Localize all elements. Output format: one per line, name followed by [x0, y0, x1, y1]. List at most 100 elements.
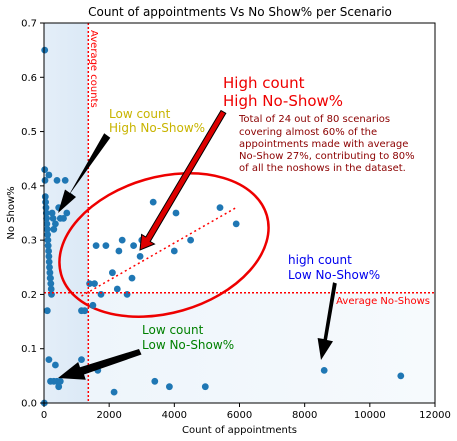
data-point [48, 291, 55, 298]
y-tick-label: 0.0 [21, 399, 37, 410]
y-tick-label: 0.1 [21, 344, 37, 355]
data-point [44, 236, 52, 244]
high-low-line-2: Low No-Show% [288, 268, 380, 282]
data-point [78, 356, 85, 363]
data-point [149, 198, 157, 206]
data-point [53, 177, 61, 184]
data-point [123, 291, 131, 298]
data-point [102, 242, 110, 250]
data-point [136, 253, 144, 260]
data-point [172, 209, 180, 217]
low-low-arrow [58, 349, 142, 380]
high-high-note-line-2: covering almost 60% of the [239, 127, 377, 138]
data-point [43, 215, 50, 222]
data-point [166, 383, 173, 391]
data-point [118, 236, 126, 244]
data-point [47, 274, 54, 282]
highlight-ellipse [58, 172, 270, 318]
x-tick-label: 12000 [419, 410, 451, 421]
x-tick-label: 4000 [162, 410, 187, 421]
data-point [63, 209, 71, 217]
data-point [44, 242, 52, 250]
high-low-annotation: high count Low No-Show% [288, 253, 380, 282]
average-lines [44, 23, 435, 403]
data-point [128, 274, 136, 282]
data-point [50, 225, 58, 233]
data-point [56, 377, 64, 385]
data-point [232, 220, 240, 228]
data-point [187, 236, 195, 244]
x-tick-label: 6000 [227, 410, 252, 421]
data-point [46, 263, 53, 271]
high-high-note-line-1: Total of 24 out of 80 scenarios [238, 114, 390, 125]
data-point [41, 166, 49, 174]
data-point [97, 291, 105, 298]
data-point [42, 209, 50, 217]
data-point [60, 215, 67, 222]
low-low-line-1: Low count [142, 323, 204, 337]
data-point [216, 204, 224, 212]
x-axis-label: Count of appointments [182, 425, 297, 436]
y-tick-label: 0.7 [21, 19, 37, 30]
data-point [61, 177, 69, 184]
high-high-title-line-1: High count [223, 74, 305, 92]
low-high-line-2: High No-Show% [109, 121, 205, 135]
y-tick-label: 0.3 [21, 236, 37, 247]
data-point [91, 280, 98, 287]
data-point [110, 388, 118, 396]
data-point [320, 367, 328, 374]
data-point [52, 220, 59, 228]
high-high-arrow [139, 109, 227, 251]
annotation-arrows [58, 109, 337, 380]
data-point [41, 46, 49, 54]
low-high-line-1: Low count [109, 107, 171, 121]
data-point [397, 372, 405, 380]
data-point [92, 242, 100, 250]
x-tick-label: 2000 [96, 410, 121, 421]
data-point [46, 269, 54, 277]
high-low-arrow [317, 282, 337, 360]
high-count-high-noshow-ellipse [58, 172, 270, 318]
y-tick-label: 0.5 [21, 127, 37, 138]
axis-ticks: 0 2000 4000 6000 8000 10000 12000 0.0 0.1 0.2 0.3 0… [21, 19, 451, 422]
y-tick-label: 0.6 [21, 73, 37, 84]
data-point [48, 209, 56, 217]
data-point [86, 280, 93, 287]
data-point [115, 247, 123, 255]
data-point [113, 285, 121, 293]
data-point [47, 280, 55, 287]
high-high-note-line-5: of all the noshows in the dataset. [239, 163, 406, 174]
high-high-note-line-3: appointments made with average [239, 139, 408, 150]
y-axis-label: No Show% [6, 186, 17, 239]
average-counts-label: Average counts [88, 30, 99, 108]
low-high-arrow [58, 133, 111, 213]
data-point [45, 258, 53, 266]
data-point [170, 247, 178, 255]
low-noshow-shade [88, 292, 436, 403]
data-point [201, 383, 209, 391]
data-point [151, 377, 159, 385]
data-point [52, 361, 59, 369]
low-high-annotation: Low count High No-Show% [109, 107, 205, 135]
average-noshows-label: Average No-Shows [336, 296, 430, 307]
high-low-line-1: high count [288, 253, 352, 267]
data-point [41, 177, 49, 184]
low-low-line-2: Low No-Show% [142, 338, 234, 352]
data-point [55, 383, 63, 391]
y-tick-label: 0.4 [21, 181, 37, 192]
high-high-annotation: High count High No-Show% Total of 24 out… [223, 74, 415, 174]
data-point [45, 171, 53, 179]
data-point [44, 231, 51, 239]
data-point [45, 247, 52, 255]
x-tick-label: 10000 [354, 410, 386, 421]
data-point [43, 225, 51, 233]
data-point [47, 285, 55, 293]
low-low-annotation: Low count Low No-Show% [142, 323, 234, 352]
data-point [43, 220, 51, 228]
data-point [45, 356, 53, 363]
data-point [109, 269, 116, 277]
high-high-title-line-2: High No-Show% [223, 92, 343, 110]
chart-title: Count of appointments Vs No Show% per Sc… [88, 5, 392, 19]
x-tick-label: 0 [41, 410, 47, 421]
